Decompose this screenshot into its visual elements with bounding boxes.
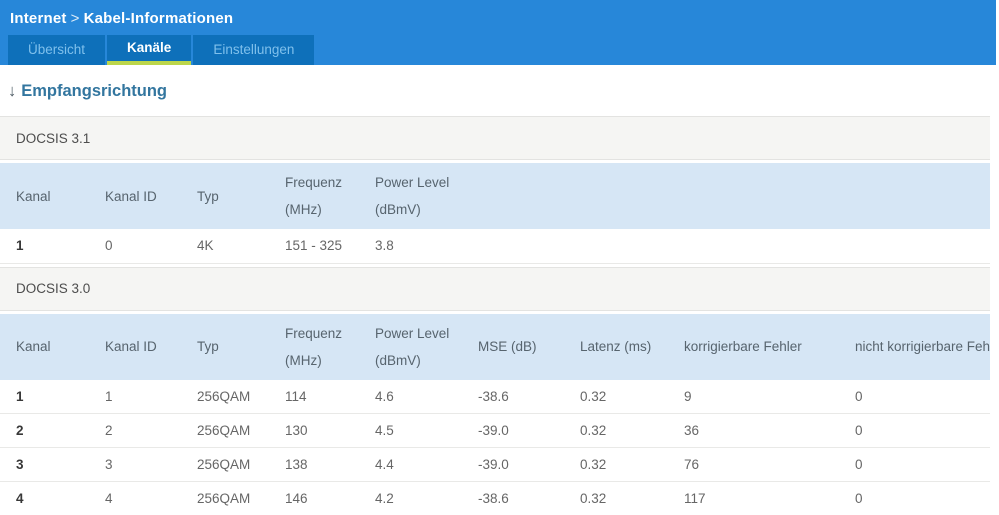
table-cell: 1 [0,229,89,264]
docsis31-section: DOCSIS 3.1 Kanal Kanal ID Typ Frequenz (M… [0,116,990,264]
table-cell: 0.32 [564,481,668,515]
table-cell: 3 [0,447,89,482]
docsis30-header-row: Kanal Kanal ID Typ Frequenz (MHz) Power L… [0,313,990,380]
docsis31-section-label: DOCSIS 3.1 [0,116,990,160]
table-cell: 9 [668,379,839,414]
table-cell: 4 [89,481,181,515]
column-header-latenz: Latenz (ms) [564,313,668,380]
table-cell: 256QAM [181,481,269,515]
table-cell: 138 [269,447,359,482]
table-cell: 146 [269,481,359,515]
table-cell: 4.5 [359,413,462,448]
table-cell: 0 [839,481,990,515]
table-cell: 1 [89,379,181,414]
table-cell: -39.0 [462,413,564,448]
docsis30-section: DOCSIS 3.0 Kanal Kanal ID Typ Frequenz (M… [0,266,990,515]
docsis31-header-row: Kanal Kanal ID Typ Frequenz (MHz) Power L… [0,163,990,229]
column-header-kanal-id: Kanal ID [89,313,181,380]
table-row: 2 2 256QAM 130 4.5 -39.0 0.32 36 0 [0,413,990,448]
breadcrumb-page-title: Kabel-Informationen [83,10,234,27]
column-header-typ: Typ [181,313,269,380]
table-cell: 130 [269,413,359,448]
column-header-korrigierbare-fehler: korrigierbare Fehler [668,313,839,380]
table-cell: 3.8 [359,229,990,264]
breadcrumb-separator-icon: > [70,10,80,27]
table-cell: 76 [668,447,839,482]
channel-tables: DOCSIS 3.1 Kanal Kanal ID Typ Frequenz (M… [0,116,990,515]
column-header-typ: Typ [181,163,269,229]
table-cell: 0 [839,413,990,448]
column-header-frequenz: Frequenz (MHz) [269,313,359,380]
table-cell: 4.2 [359,481,462,515]
table-cell: -38.6 [462,481,564,515]
table-cell: 0.32 [564,413,668,448]
table-cell: 1 [0,379,89,414]
table-row: 3 3 256QAM 138 4.4 -39.0 0.32 76 0 [0,447,990,482]
table-cell: 151 - 325 [269,229,359,264]
table-cell: 0.32 [564,447,668,482]
table-cell: 256QAM [181,447,269,482]
table-row: 1 0 4K 151 - 325 3.8 [0,229,990,264]
breadcrumb-section-internet[interactable]: Internet [10,10,67,27]
docsis30-section-label: DOCSIS 3.0 [0,266,990,311]
table-cell: 4 [0,481,89,515]
table-row: 1 1 256QAM 114 4.6 -38.6 0.32 9 0 [0,379,990,414]
table-cell: 0 [89,229,181,264]
column-header-mse: MSE (dB) [462,313,564,380]
table-cell: -39.0 [462,447,564,482]
breadcrumb: Internet > Kabel-Informationen [10,10,233,27]
table-cell: 256QAM [181,413,269,448]
docsis31-table: Kanal Kanal ID Typ Frequenz (MHz) Power L… [0,163,990,264]
table-cell: 0 [839,447,990,482]
table-cell: 2 [0,413,89,448]
tab-einstellungen[interactable]: Einstellungen [193,35,315,65]
table-cell: 3 [89,447,181,482]
downstream-arrow-icon: ↓ [8,82,17,100]
section-heading-label: Empfangsrichtung [21,82,168,100]
docsis30-table: Kanal Kanal ID Typ Frequenz (MHz) Power L… [0,313,990,515]
tab-bar: Übersicht Kanäle Einstellungen [8,35,315,65]
table-cell: 117 [668,481,839,515]
column-header-power-level: Power Level (dBmV) [359,313,462,380]
top-navigation-bar: Internet > Kabel-Informationen Übersicht K… [0,0,996,65]
table-cell: 36 [668,413,839,448]
column-header-kanal: Kanal [0,163,89,229]
column-header-kanal: Kanal [0,313,89,380]
table-cell: 0.32 [564,379,668,414]
tab-kanaele[interactable]: Kanäle [107,35,192,65]
column-header-nicht-korrigierbare-fehler: nicht korrigierbare Fehler [839,313,990,380]
table-cell: 4.6 [359,379,462,414]
section-heading-empfangsrichtung: ↓ Empfangsrichtung [8,80,999,102]
table-cell: -38.6 [462,379,564,414]
table-cell: 2 [89,413,181,448]
tab-uebersicht[interactable]: Übersicht [8,35,106,65]
table-cell: 4K [181,229,269,264]
column-header-kanal-id: Kanal ID [89,163,181,229]
table-cell: 4.4 [359,447,462,482]
table-cell: 256QAM [181,379,269,414]
column-header-frequenz: Frequenz (MHz) [269,163,359,229]
column-header-power-level: Power Level (dBmV) [359,163,990,229]
table-cell: 0 [839,379,990,414]
table-cell: 114 [269,379,359,414]
table-row: 4 4 256QAM 146 4.2 -38.6 0.32 117 0 [0,481,990,515]
